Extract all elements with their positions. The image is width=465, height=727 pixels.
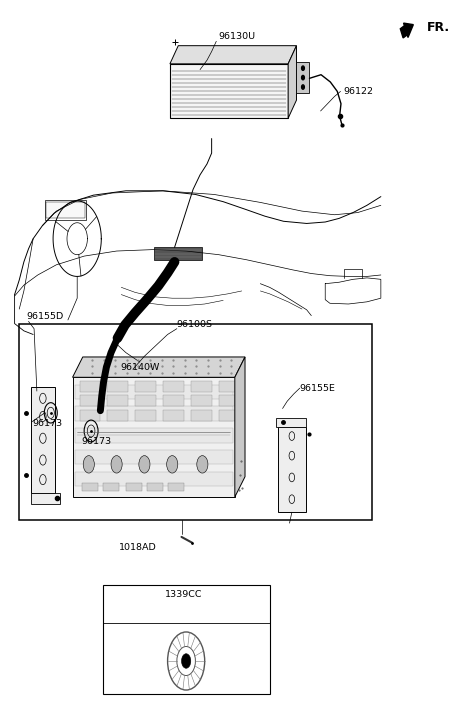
Circle shape <box>166 456 178 473</box>
Text: 96173: 96173 <box>82 437 112 446</box>
Bar <box>191 410 212 421</box>
Text: 96155E: 96155E <box>300 385 336 393</box>
Circle shape <box>83 456 94 473</box>
Circle shape <box>197 456 208 473</box>
Text: 1018AD: 1018AD <box>119 544 156 553</box>
Polygon shape <box>297 63 310 93</box>
Text: FR.: FR. <box>427 21 450 34</box>
Bar <box>163 381 184 392</box>
Polygon shape <box>288 46 297 119</box>
Text: 96100S: 96100S <box>177 320 213 329</box>
Circle shape <box>111 456 122 473</box>
Polygon shape <box>75 428 232 443</box>
Polygon shape <box>73 377 235 497</box>
Text: 96140W: 96140W <box>120 364 159 372</box>
Bar <box>191 381 212 392</box>
Bar <box>107 395 128 406</box>
Text: 96122: 96122 <box>344 87 374 96</box>
Bar <box>80 395 100 406</box>
Polygon shape <box>154 247 202 260</box>
Polygon shape <box>75 385 232 399</box>
Text: 96130U: 96130U <box>219 31 256 41</box>
FancyArrow shape <box>400 23 413 38</box>
Circle shape <box>302 66 305 71</box>
Text: 1339CC: 1339CC <box>165 590 203 599</box>
Polygon shape <box>170 64 288 119</box>
Circle shape <box>302 76 305 80</box>
Bar <box>219 395 239 406</box>
Polygon shape <box>278 427 306 513</box>
Bar <box>147 483 163 491</box>
Bar <box>107 381 128 392</box>
Text: 96155D: 96155D <box>26 313 63 321</box>
Bar <box>163 410 184 421</box>
Polygon shape <box>31 387 55 493</box>
Bar <box>191 395 212 406</box>
Bar <box>135 410 156 421</box>
Bar <box>19 324 372 520</box>
Bar <box>107 410 128 421</box>
Bar <box>46 201 85 217</box>
Polygon shape <box>75 450 232 465</box>
Text: 96173: 96173 <box>32 419 62 427</box>
Polygon shape <box>31 493 60 504</box>
Bar <box>80 410 100 421</box>
Polygon shape <box>276 418 306 427</box>
Bar <box>82 483 98 491</box>
Polygon shape <box>170 46 297 64</box>
Bar <box>80 381 100 392</box>
Bar <box>163 395 184 406</box>
Polygon shape <box>73 357 245 377</box>
Bar <box>126 483 142 491</box>
Circle shape <box>139 456 150 473</box>
Bar <box>103 585 270 694</box>
Circle shape <box>302 85 305 89</box>
Bar <box>219 381 239 392</box>
Polygon shape <box>75 406 232 421</box>
Bar <box>167 483 184 491</box>
Bar <box>45 199 86 220</box>
Bar <box>103 483 119 491</box>
Circle shape <box>181 654 191 668</box>
Bar <box>219 410 239 421</box>
Polygon shape <box>235 357 245 497</box>
Bar <box>135 381 156 392</box>
Bar <box>135 395 156 406</box>
Polygon shape <box>75 472 232 486</box>
